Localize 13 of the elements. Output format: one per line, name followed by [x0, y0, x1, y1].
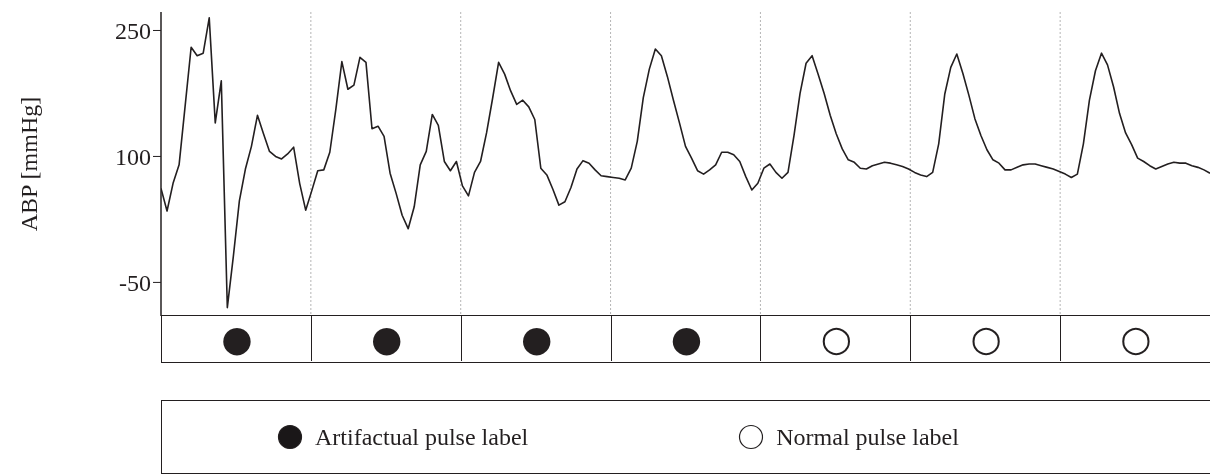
y-tick-label: -50	[119, 269, 151, 296]
y-tick-label: 100	[115, 143, 151, 170]
legend-label: Normal pulse label	[776, 423, 959, 451]
y-axis-title: ABP [mmHg]	[15, 96, 42, 232]
text: ●	[220, 317, 254, 361]
text: ●	[370, 317, 404, 361]
text: ○	[1119, 317, 1153, 361]
legend-label: Artifactual pulse label	[315, 423, 529, 451]
text: ●	[519, 317, 554, 361]
y-tick-label: 250	[115, 18, 151, 44]
text: ○	[969, 317, 1003, 361]
text: ●	[669, 317, 704, 361]
text: ○	[819, 317, 854, 361]
